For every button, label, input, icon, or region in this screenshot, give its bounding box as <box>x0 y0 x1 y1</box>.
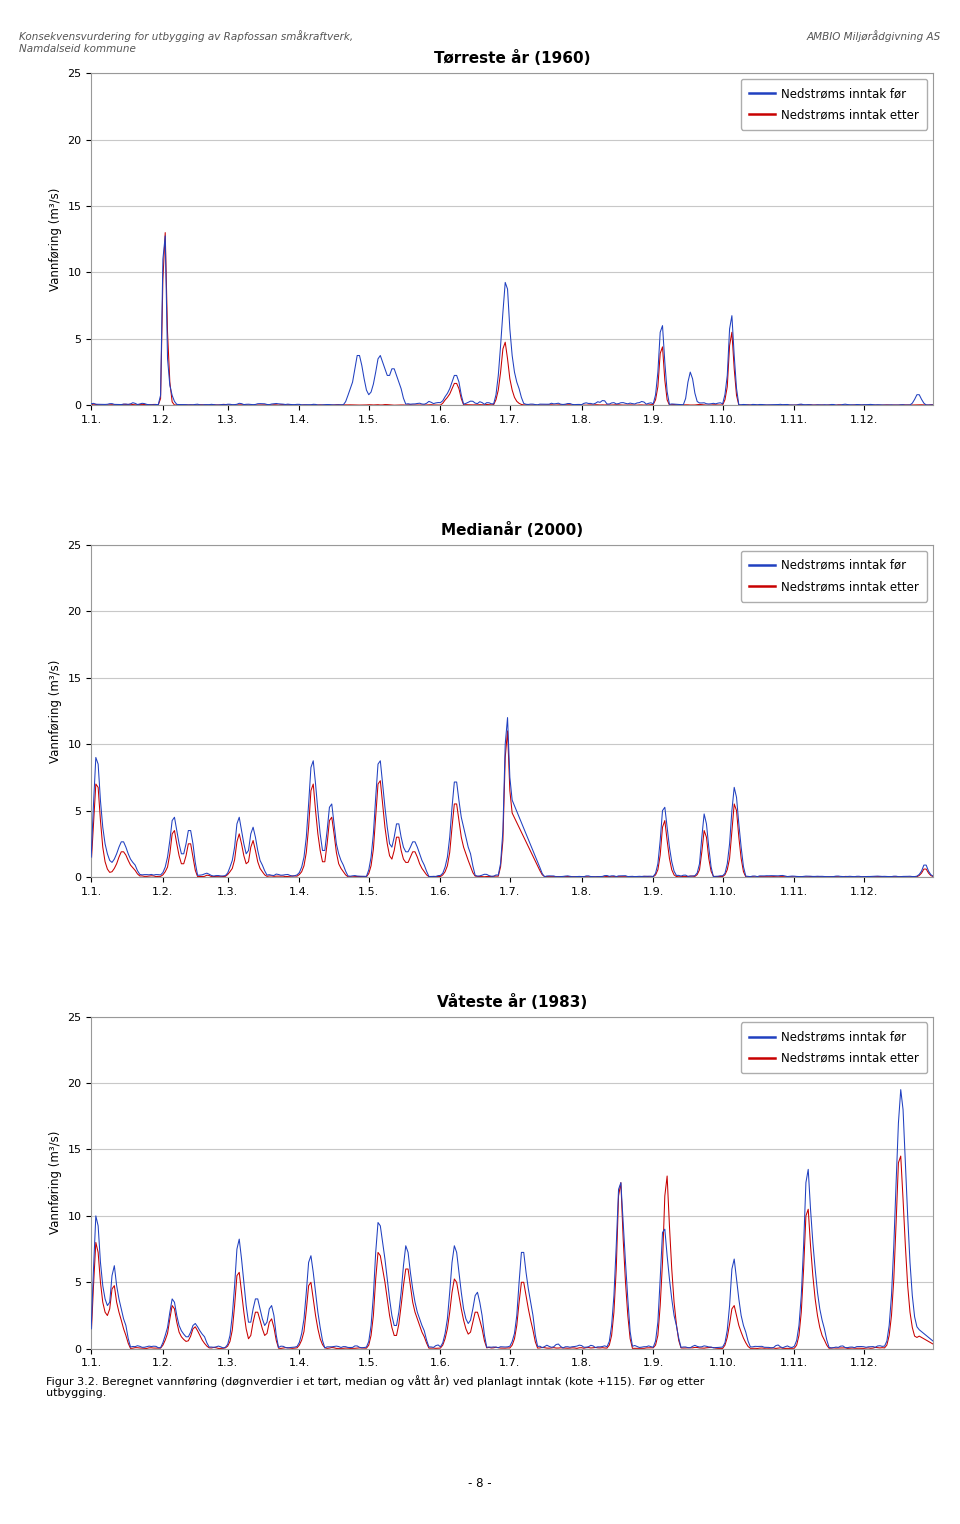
Title: Våteste år (1983): Våteste år (1983) <box>437 994 588 1010</box>
Text: AMBIO Miljørådgivning AS: AMBIO Miljørådgivning AS <box>806 30 941 43</box>
Text: Konsekvensvurdering for utbygging av Rapfossan småkraftverk,
Namdalseid kommune: Konsekvensvurdering for utbygging av Rap… <box>19 30 353 53</box>
Legend: Nedstrøms inntak før, Nedstrøms inntak etter: Nedstrøms inntak før, Nedstrøms inntak e… <box>741 550 927 602</box>
Legend: Nedstrøms inntak før, Nedstrøms inntak etter: Nedstrøms inntak før, Nedstrøms inntak e… <box>741 1023 927 1073</box>
Legend: Nedstrøms inntak før, Nedstrøms inntak etter: Nedstrøms inntak før, Nedstrøms inntak e… <box>741 79 927 130</box>
Y-axis label: Vannføring (m³/s): Vannføring (m³/s) <box>49 1131 61 1234</box>
Text: - 8 -: - 8 - <box>468 1477 492 1490</box>
Y-axis label: Vannføring (m³/s): Vannføring (m³/s) <box>49 660 61 762</box>
Text: Figur 3.2. Beregnet vannføring (døgnverdier i et tørt, median og vått år) ved pl: Figur 3.2. Beregnet vannføring (døgnverd… <box>46 1375 705 1398</box>
Title: Tørreste år (1960): Tørreste år (1960) <box>434 50 590 67</box>
Title: Medianår (2000): Medianår (2000) <box>441 523 584 538</box>
Y-axis label: Vannføring (m³/s): Vannføring (m³/s) <box>49 187 61 291</box>
